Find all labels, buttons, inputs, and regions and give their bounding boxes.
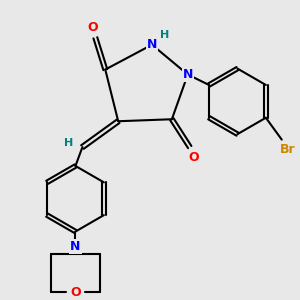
Text: N: N — [147, 38, 157, 51]
Text: O: O — [87, 21, 98, 34]
Text: O: O — [188, 151, 199, 164]
Text: Br: Br — [280, 143, 296, 156]
Text: N: N — [70, 240, 81, 253]
Text: H: H — [64, 138, 73, 148]
Text: O: O — [70, 286, 81, 299]
Text: N: N — [183, 68, 193, 81]
Text: H: H — [160, 30, 170, 40]
